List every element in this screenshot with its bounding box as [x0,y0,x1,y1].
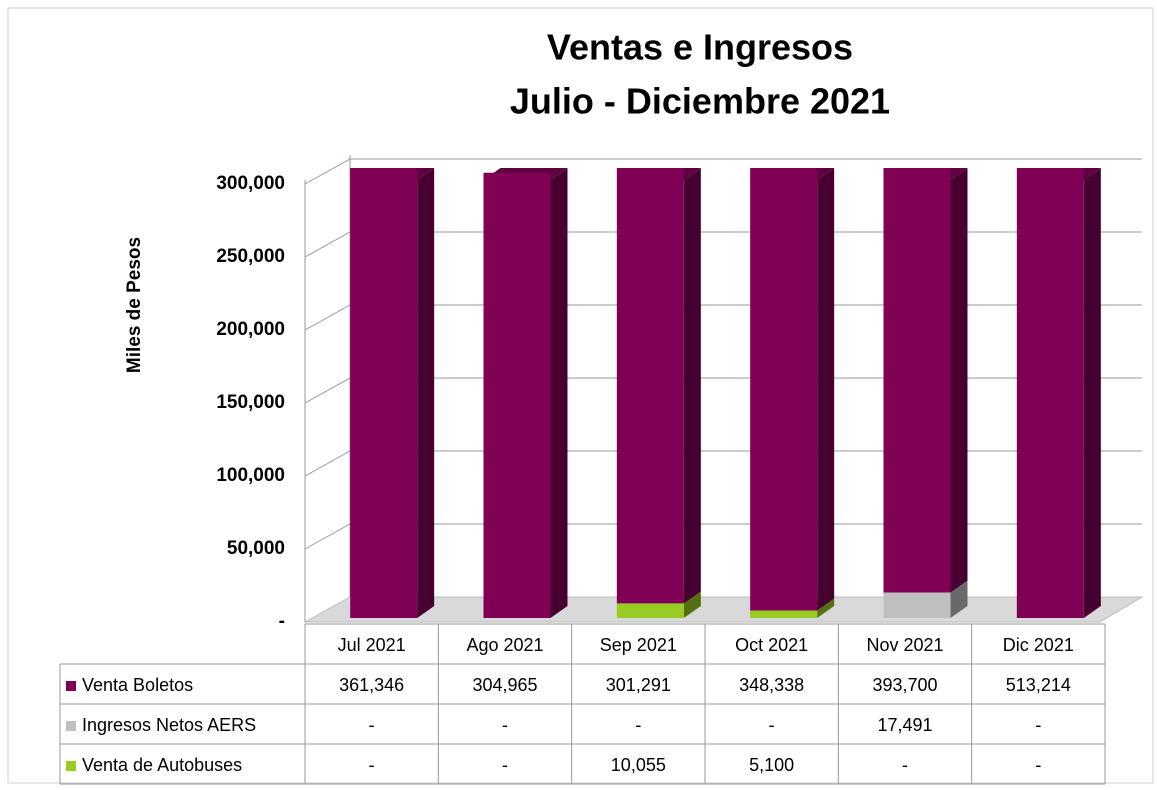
table-value: - [1035,755,1041,775]
table-value: - [902,755,908,775]
legend-swatch [66,721,76,731]
x-tick-label: Jul 2021 [338,635,406,655]
legend-label: Venta Boletos [82,675,193,695]
bar [483,172,551,618]
bar [1016,168,1084,618]
table-value: 301,291 [606,675,671,695]
table-value: 348,338 [739,675,804,695]
chart-title: Ventas e Ingresos [547,27,853,68]
table-value: 10,055 [611,755,666,775]
grid-line [304,450,1142,477]
chart-frame [7,7,1154,784]
y-tick-label: 250,000 [216,246,285,267]
bar [750,610,818,618]
bar-side [950,580,968,618]
y-tick-label: - [279,611,285,632]
grid-line [304,231,1142,258]
x-tick-label: Dic 2021 [1003,635,1074,655]
bar-side [817,168,835,611]
bar-side [683,168,701,604]
bar-side [683,591,701,618]
table-value: - [502,715,508,735]
legend-label: Venta de Autobuses [82,755,242,775]
grid-line [304,158,1142,185]
x-tick-label: Ago 2021 [466,635,543,655]
y-tick-label: 50,000 [227,538,285,559]
table-value: 393,700 [872,675,937,695]
bar-side [950,168,968,593]
table-value: - [635,715,641,735]
table-value: 361,346 [339,675,404,695]
table-value: 17,491 [877,715,932,735]
table-value: 513,214 [1006,675,1071,695]
table-value: - [769,715,775,735]
bar [883,168,951,593]
bars [350,168,1101,619]
y-tick-label: 300,000 [216,173,285,194]
grid-line [304,523,1142,550]
bar-side [1083,168,1101,618]
y-tick-label: 200,000 [216,319,285,340]
bar-side [417,168,435,618]
bar [883,592,951,618]
bar [616,603,684,618]
table-value: - [1035,715,1041,735]
bar [750,168,818,611]
table-value: 5,100 [749,755,794,775]
bar-side [550,168,568,618]
chart-subtitle: Julio - Diciembre 2021 [510,81,890,122]
y-axis-label: Miles de Pesos [124,237,145,373]
legend-swatch [66,761,76,771]
grid-line [304,304,1142,331]
table-value: - [369,755,375,775]
table-value: - [369,715,375,735]
bar-side [817,598,835,618]
legend-label: Ingresos Netos AERS [82,715,256,735]
bar [616,168,684,604]
y-tick-label: 100,000 [216,465,285,486]
legend-swatch [66,681,76,691]
y-tick-label: 150,000 [216,392,285,413]
x-tick-label: Sep 2021 [600,635,677,655]
table-value: 304,965 [472,675,537,695]
grid-line [304,377,1142,404]
bar [350,168,418,619]
x-tick-label: Nov 2021 [866,635,943,655]
table-value: - [502,755,508,775]
x-tick-label: Oct 2021 [735,635,808,655]
